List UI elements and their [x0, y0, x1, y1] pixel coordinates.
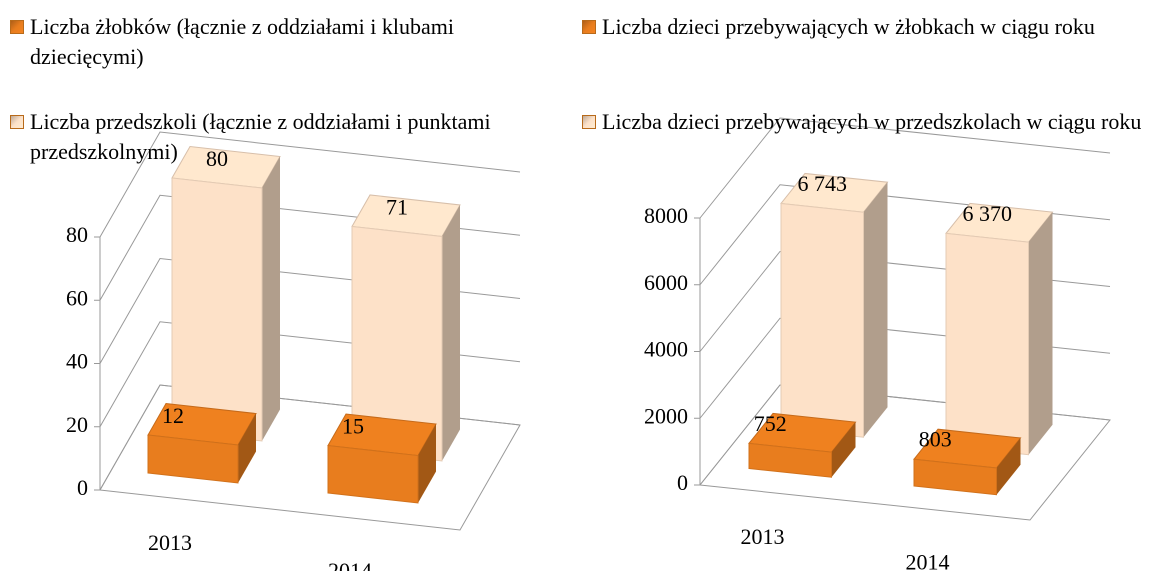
data-label: 71: [386, 195, 408, 220]
bar: [171, 145, 281, 442]
legend-entry: Liczba dzieci przebywających w przedszko…: [582, 107, 1162, 137]
bar-front: [748, 442, 832, 478]
bar: [327, 413, 437, 504]
legend-label: Liczba dzieci przebywających w przedszko…: [602, 109, 1142, 134]
bar: [748, 412, 857, 478]
bar-side: [238, 413, 256, 483]
bar-front: [945, 232, 1029, 456]
legend-swatch: [10, 115, 24, 129]
x-tick-label: 2013: [148, 530, 192, 555]
grid-line: [99, 131, 521, 238]
bar-side: [863, 182, 888, 438]
grid-line: [699, 117, 1111, 219]
bar-side: [262, 156, 280, 441]
bar: [780, 172, 889, 438]
data-label: 752: [754, 411, 787, 436]
y-tick-label: 80: [66, 222, 88, 247]
data-label: 803: [919, 427, 952, 452]
data-label: 6 370: [963, 201, 1013, 226]
y-tick-label: 4000: [644, 337, 688, 362]
data-label: 12: [162, 403, 184, 428]
legend-entry: Liczba żłobków (łącznie z oddziałami i k…: [10, 12, 530, 72]
bar-side: [442, 204, 460, 461]
legend-label: Liczba żłobków (łącznie z oddziałami i k…: [30, 14, 454, 69]
bar-front: [327, 445, 419, 504]
y-tick-label: 0: [77, 475, 88, 500]
bar-front: [780, 202, 864, 438]
bar-side: [418, 424, 436, 503]
y-tick-label: 60: [66, 285, 88, 310]
bar: [913, 428, 1022, 496]
data-label: 80: [206, 146, 228, 171]
y-tick-label: 6000: [644, 270, 688, 295]
bar: [147, 403, 257, 484]
legend-label: Liczba dzieci przebywających w żłobkach …: [602, 14, 1095, 39]
legend-swatch: [10, 20, 24, 34]
data-label: 6 743: [798, 171, 848, 196]
bar-front: [913, 458, 997, 496]
legend-entry: Liczba dzieci przebywających w żłobkach …: [582, 12, 1162, 42]
x-tick-label: 2014: [328, 558, 372, 571]
bar: [945, 202, 1054, 456]
y-tick-label: 2000: [644, 403, 688, 428]
data-label: 15: [342, 414, 364, 439]
legend-swatch: [582, 115, 596, 129]
bar-side: [1028, 212, 1053, 455]
y-tick-label: 8000: [644, 203, 688, 228]
y-tick-label: 0: [677, 470, 688, 495]
legend-entry: Liczba przedszkoli (łącznie z oddziałami…: [10, 107, 530, 167]
bar: [351, 194, 461, 462]
bar-front: [147, 434, 239, 484]
y-tick-label: 20: [66, 412, 88, 437]
bar-side: [996, 437, 1021, 495]
x-tick-label: 2014: [906, 549, 950, 571]
bar-front: [171, 177, 263, 442]
bar-side: [831, 422, 856, 478]
legend-swatch: [582, 20, 596, 34]
x-tick-label: 2013: [741, 524, 785, 549]
legend-label: Liczba przedszkoli (łącznie z oddziałami…: [30, 109, 491, 164]
y-tick-label: 40: [66, 349, 88, 374]
